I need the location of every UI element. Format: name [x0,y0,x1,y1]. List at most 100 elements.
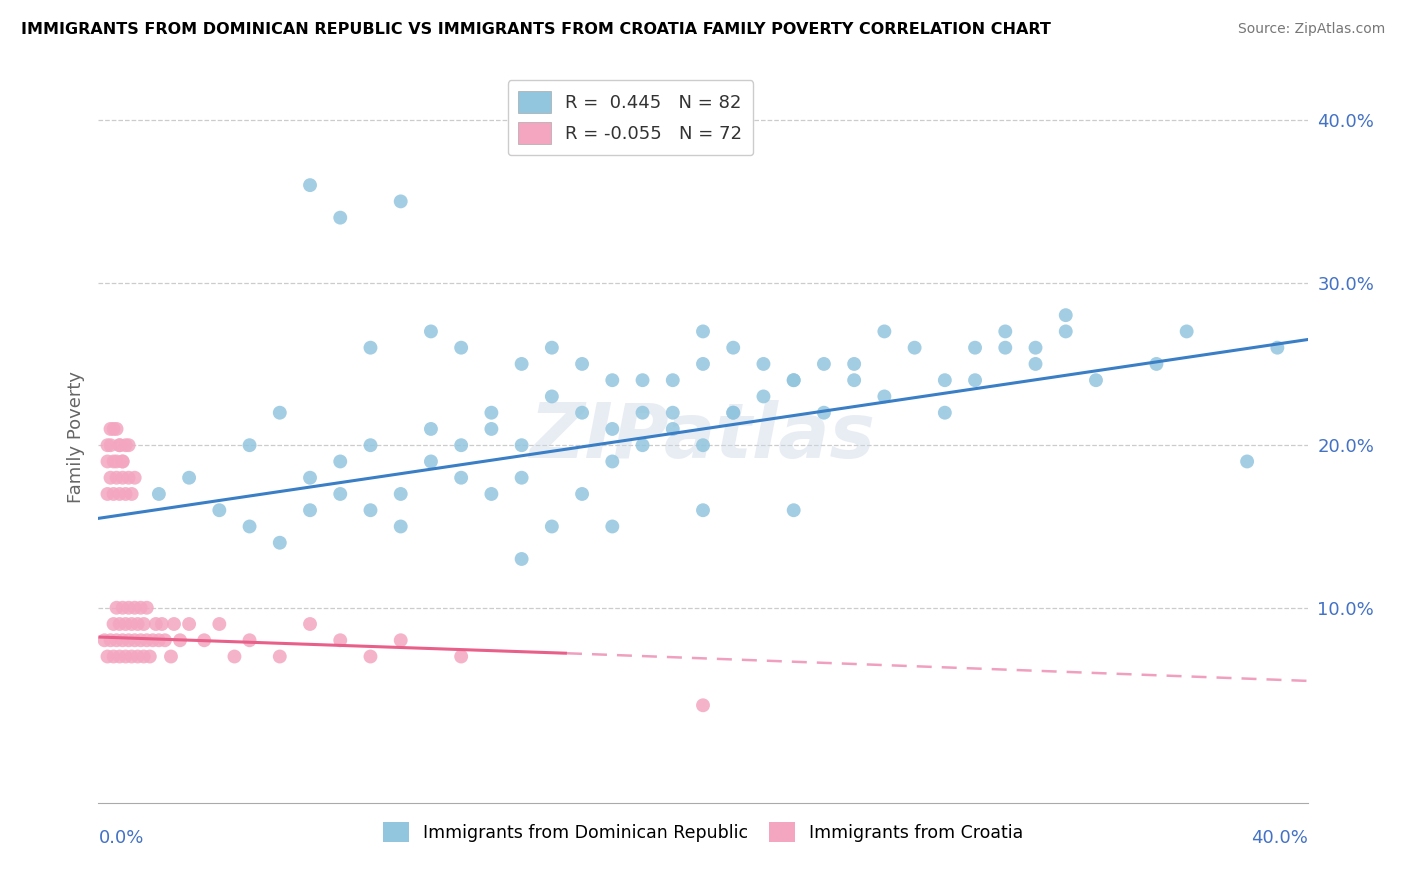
Point [103,454,125,468]
Point [148,633,170,648]
Point [602,422,624,436]
Point [135,633,157,648]
Point [1085,373,1108,387]
Point [269,406,291,420]
Point [329,633,352,648]
Point [571,406,593,420]
Point [124,471,146,485]
Point [114,649,136,664]
Point [179,617,201,632]
Point [111,600,134,615]
Point [145,617,167,632]
Point [179,471,201,485]
Point [269,649,291,664]
Point [450,649,472,664]
Point [96,649,118,664]
Point [1024,357,1046,371]
Point [1054,308,1077,322]
Point [692,698,714,713]
Point [118,471,141,485]
Point [129,633,152,648]
Point [299,617,322,632]
Point [111,633,134,648]
Point [329,454,352,468]
Point [148,487,170,501]
Point [193,633,215,648]
Point [631,406,654,420]
Point [129,600,152,615]
Point [329,211,352,225]
Point [631,438,654,452]
Point [118,438,141,452]
Point [1024,341,1046,355]
Point [124,600,146,615]
Point [96,487,118,501]
Point [108,649,131,664]
Point [239,438,262,452]
Point [208,617,231,632]
Point [105,633,128,648]
Point [108,617,131,632]
Text: Source: ZipAtlas.com: Source: ZipAtlas.com [1237,22,1385,37]
Point [783,373,806,387]
Point [481,422,503,436]
Point [114,487,136,501]
Point [103,649,125,664]
Point [108,438,131,452]
Point [160,649,183,664]
Point [1144,357,1167,371]
Point [169,633,191,648]
Point [100,438,122,452]
Point [723,406,745,420]
Point [360,503,382,517]
Point [103,617,125,632]
Text: 40.0%: 40.0% [1251,829,1308,847]
Point [994,341,1017,355]
Point [571,487,593,501]
Point [965,373,987,387]
Point [135,600,157,615]
Point [389,487,412,501]
Point [105,600,128,615]
Point [752,389,775,403]
Point [389,194,412,209]
Point [389,633,412,648]
Point [420,422,443,436]
Point [103,422,125,436]
Point [661,373,683,387]
Point [127,617,149,632]
Point [420,454,443,468]
Point [121,487,143,501]
Point [510,552,533,566]
Point [510,438,533,452]
Point [723,341,745,355]
Point [150,617,173,632]
Point [208,503,231,517]
Point [239,519,262,533]
Point [1236,454,1258,468]
Point [752,357,775,371]
Point [299,178,322,193]
Point [481,406,503,420]
Point [111,471,134,485]
Point [108,438,131,452]
Point [127,649,149,664]
Point [994,325,1017,339]
Point [96,438,118,452]
Point [873,389,896,403]
Point [631,373,654,387]
Point [124,633,146,648]
Point [121,649,143,664]
Text: 0.0%: 0.0% [98,829,143,847]
Point [692,438,714,452]
Point [510,471,533,485]
Point [965,341,987,355]
Point [389,519,412,533]
Point [360,341,382,355]
Point [114,438,136,452]
Point [934,406,956,420]
Point [329,487,352,501]
Point [239,633,262,648]
Point [105,454,128,468]
Point [100,471,122,485]
